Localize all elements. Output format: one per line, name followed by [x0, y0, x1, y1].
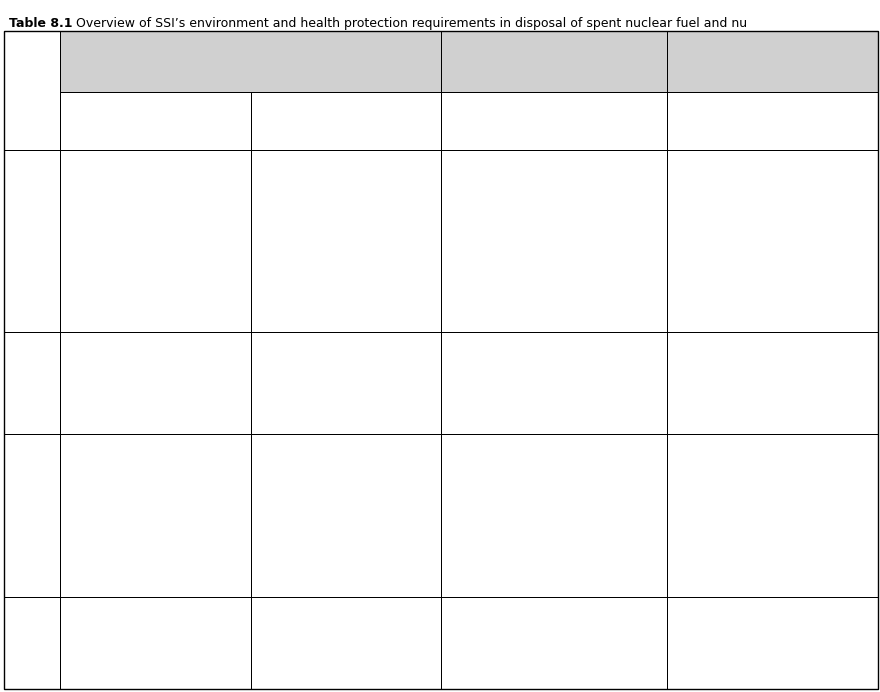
Text: Table 8.1: Table 8.1	[9, 17, 72, 30]
Text: •Clarify how
complied with
selection.
•Give prefe
capability of
suitability.: •Clarify how complied with selection. •G…	[672, 177, 733, 238]
Text: ENVIRONMENT: ENVIRONMENT	[28, 343, 37, 422]
Text: Review of SR 97
SSI-report 2000:17 [8]: Review of SR 97 SSI-report 2000:17 [8]	[283, 110, 409, 132]
Text: Optimisation and BAT are to be applied to keep doses as low as possible, based o: Optimisation and BAT are to be applied t…	[447, 154, 880, 163]
Text: LONG-TERM PROTECTIVE CAPABILITY: LONG-TERM PROTECTIVE CAPABILITY	[143, 57, 358, 67]
Text: PRO-
PRIO-: PRO- PRIO-	[756, 51, 788, 73]
Text: SKB should:: SKB should:	[256, 335, 314, 344]
Text: SKB should:: SKB should:	[672, 154, 730, 163]
Text: SKB should:: SKB should:	[256, 437, 314, 446]
Text: •Confirm assumptions on transition geosphere-biosphere.
•Continue to describe re: •Confirm assumptions on transition geosp…	[256, 462, 610, 512]
Text: •Study and n
provide a pic
•Clarify how
used as site s: •Study and n provide a pic •Clarify how …	[672, 466, 731, 507]
Text: •Better characterise long-term changes including alternative ecosystems.: •Better characterise long-term changes i…	[256, 635, 576, 644]
Text: SSI FS 1998:1 [2] and
SSI-report 99:03 [7]: SSI FS 1998:1 [2] and SSI-report 99:03 […	[95, 110, 216, 132]
Text: SKB should:: SKB should:	[672, 335, 730, 344]
Text: SKB should:: SKB should:	[672, 437, 730, 446]
Text: SKB should:: SKB should:	[256, 154, 314, 163]
Text: HEALTH: HEALTH	[28, 220, 37, 261]
Text: Hypothetical critical group can be applied. In the event of doses >10 microsieve: Hypothetical critical group can be appli…	[447, 437, 880, 446]
Text: •Clarify how
assessed on
selection.
•Give prefe
capability of
suitability.: •Clarify how assessed on selection. •Giv…	[672, 347, 725, 409]
Text: BIOSPHERE-
DEV.: BIOSPHERE- DEV.	[23, 610, 42, 675]
Text: PROTECTIVE CAPABILITY
DURING OPERATION: PROTECTIVE CAPABILITY DURING OPERATION	[482, 51, 626, 73]
Text: Overview of SSI’s environment and health protection requirements in disposal of : Overview of SSI’s environment and health…	[72, 17, 747, 30]
Text: Possible development of the repository and its surroundings are to be described : Possible development of the repository a…	[66, 600, 847, 609]
Text: The risk for most exposed <10⁻⁶ y⁻¹. The risk includes the probability for the e: The risk for most exposed <10⁻⁶ y⁻¹. The…	[66, 154, 880, 163]
Text: Environment monitoring is to take place to provide a basis for assessment of the: Environment monitoring is to take place …	[447, 335, 880, 344]
Text: •Develop the work on exposure routes to other protected species besides human be: •Develop the work on exposure routes to …	[256, 363, 643, 382]
Text: Characterisation of present biosphere incl. known trends (e.g. land elevation).: Characterisation of present biosphere in…	[66, 437, 403, 446]
Text: SSI FS 2000:12 [9]: SSI FS 2000:12 [9]	[502, 116, 605, 127]
Text: BIOSPHERE
CHARACTERISATION: BIOSPHERE CHARACTERISATION	[23, 462, 42, 569]
Text: SSI’s
F
SS: SSI’s F SS	[759, 104, 786, 138]
Text: Biological diversity and biological resources are to be protected. Detailed anal: Biological diversity and biological reso…	[66, 335, 591, 344]
Text: •Clarify the position of the human being in the affected ecosystems.
•Improve th: •Clarify the position of the human being…	[256, 193, 757, 223]
Text: SKB should:: SKB should:	[256, 600, 314, 609]
